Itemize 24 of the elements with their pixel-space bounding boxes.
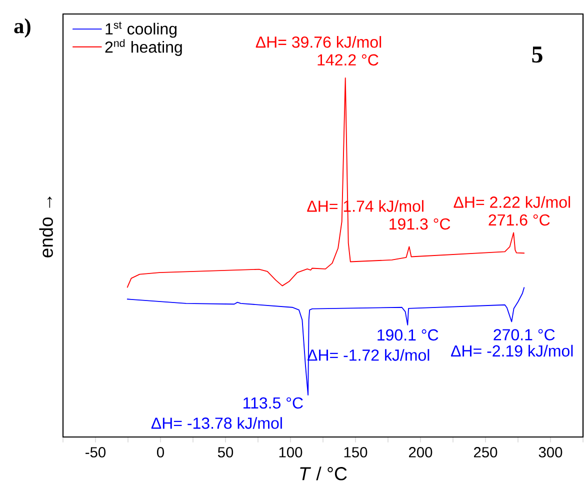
- annotation: 190.1 °C: [378, 329, 438, 341]
- x-tick-label: 100: [279, 447, 302, 458]
- x-tick-label: -50: [86, 447, 106, 458]
- legend-label: 2$^{nd}$ heating: [105, 39, 182, 56]
- annotation: ΔH= 39.76 kJ/mol: [256, 36, 382, 48]
- x-tick-label: 0: [156, 447, 164, 458]
- text: a): [14, 18, 30, 38]
- x-tick-label: 150: [344, 447, 368, 458]
- annotation: ΔH= 2.22 kJ/mol: [454, 196, 570, 208]
- x-axis-title: T / °C: [300, 466, 347, 480]
- annotation: ΔH= -13.78 kJ/mol: [151, 417, 282, 429]
- annotation: 113.5 °C: [244, 397, 303, 409]
- x-tick-label: 50: [218, 447, 234, 458]
- y-axis-title: endo →: [39, 196, 53, 258]
- annotation: 142.2 °C: [318, 54, 378, 66]
- text: 5: [532, 46, 542, 63]
- x-tick-label: 200: [409, 447, 432, 458]
- annotation: 270.1 °C: [494, 329, 555, 340]
- annotation: ΔH= -2.19 kJ/mol: [451, 344, 573, 357]
- annotation: 191.3 °C: [390, 218, 450, 230]
- annotation: 271.6 °C: [488, 214, 550, 226]
- legend-label: 1$^{st}$ cooling: [106, 22, 176, 38]
- x-tick-label: 300: [538, 447, 562, 458]
- x-tick-label: 250: [474, 447, 498, 458]
